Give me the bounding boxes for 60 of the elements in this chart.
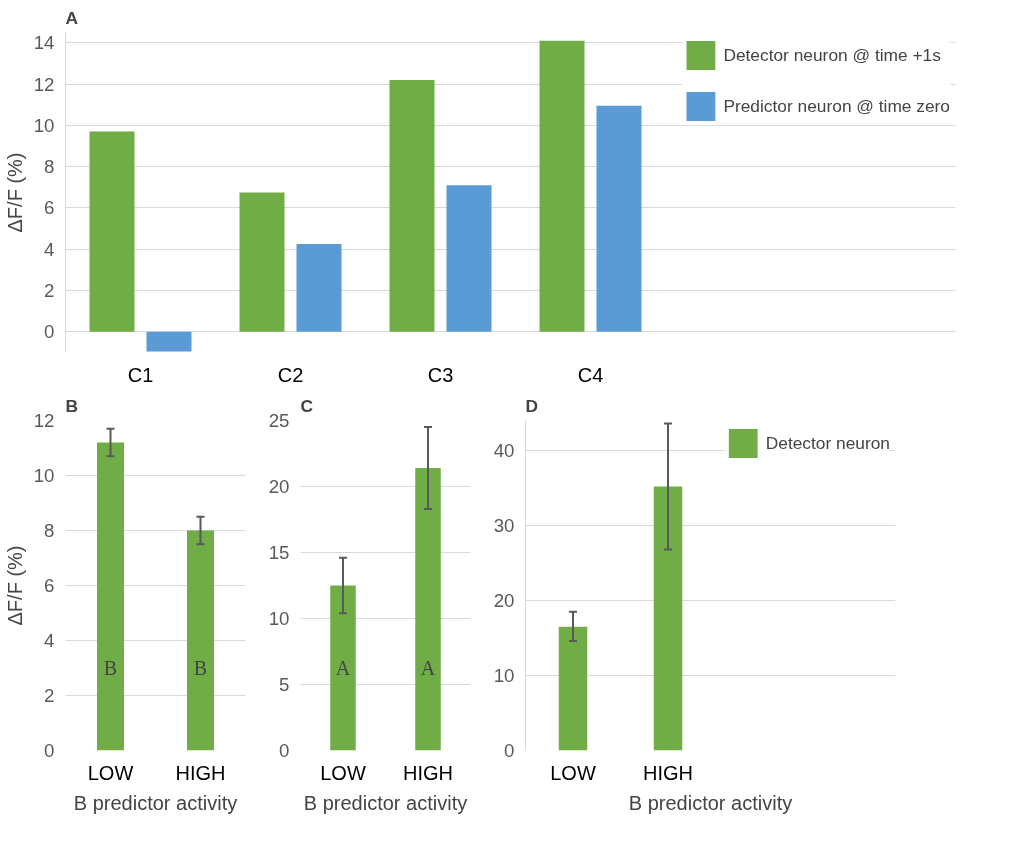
y-axis-title: ΔF/F (%) <box>3 152 26 233</box>
y-tick-label: 4 <box>44 630 55 651</box>
chart-title: A <box>65 7 79 28</box>
x-axis-title: B predictor activity <box>303 791 468 814</box>
y-tick-label: 0 <box>44 321 55 343</box>
bar <box>596 105 642 332</box>
x-tick-label: HIGH <box>643 761 693 784</box>
x-tick-label: LOW <box>87 761 134 784</box>
bar <box>446 185 492 332</box>
y-tick-label: 40 <box>493 440 515 461</box>
legend-label: Detector neuron @ time +1s <box>723 44 941 66</box>
y-tick-label: 10 <box>268 608 290 629</box>
bar <box>146 331 192 352</box>
chart-title: B <box>65 395 79 416</box>
y-tick-label: 10 <box>33 465 55 486</box>
y-tick-label: 6 <box>44 197 55 219</box>
y-tick-label: 12 <box>33 73 55 95</box>
y-tick-label: 8 <box>44 520 55 541</box>
bar <box>239 192 285 332</box>
bar <box>539 40 585 332</box>
y-tick-label: 5 <box>279 674 290 695</box>
chart-title: C <box>300 395 314 416</box>
bar <box>89 131 135 332</box>
x-tick-label: C1 <box>127 363 154 386</box>
y-tick-label: 2 <box>44 280 55 302</box>
x-tick-label: HIGH <box>403 761 453 784</box>
chart-title: D <box>525 395 539 416</box>
x-axis-title: B predictor activity <box>628 791 793 814</box>
x-tick-label: LOW <box>550 761 596 784</box>
annotation: A <box>420 657 436 679</box>
legend-label: Detector neuron <box>765 432 890 454</box>
y-tick-label: 2 <box>44 685 55 706</box>
y-tick-label: 20 <box>493 590 515 611</box>
annotation: B <box>193 657 208 679</box>
y-tick-label: 0 <box>44 740 55 761</box>
x-tick-label: C3 <box>427 363 454 386</box>
y-tick-label: 14 <box>33 32 55 54</box>
x-tick-label: C2 <box>277 363 304 386</box>
y-tick-label: 6 <box>44 575 55 596</box>
x-tick-label: HIGH <box>175 761 226 784</box>
legend-label: Predictor neuron @ time zero <box>723 95 950 117</box>
y-axis-title: ΔF/F (%) <box>3 545 26 626</box>
y-tick-label: 0 <box>504 740 515 761</box>
y-tick-label: 8 <box>44 156 55 178</box>
y-tick-label: 30 <box>493 515 515 536</box>
y-tick-label: 10 <box>493 665 515 686</box>
y-tick-label: 25 <box>268 410 290 431</box>
bar <box>296 244 342 332</box>
y-tick-label: 4 <box>44 238 55 260</box>
y-tick-label: 20 <box>268 476 290 497</box>
y-tick-label: 15 <box>268 542 290 563</box>
annotation: B <box>103 657 118 679</box>
y-tick-label: 12 <box>33 410 55 431</box>
x-tick-label: C4 <box>577 363 604 386</box>
x-axis-title: B predictor activity <box>73 791 238 814</box>
y-tick-label: 10 <box>33 114 55 136</box>
annotation: A <box>335 657 351 679</box>
bar <box>389 79 435 332</box>
x-tick-label: LOW <box>320 761 366 784</box>
y-tick-label: 0 <box>279 740 290 761</box>
